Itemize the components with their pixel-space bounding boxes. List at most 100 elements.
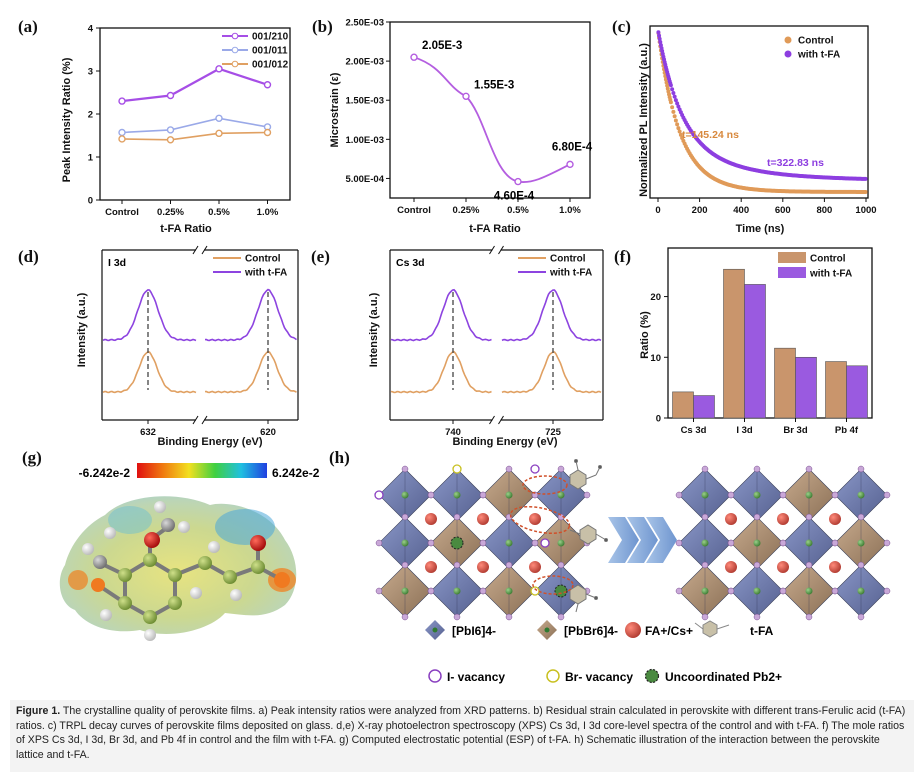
d-spectrum-tfa <box>102 288 297 342</box>
pb-atom <box>805 491 813 499</box>
halide-atom <box>805 465 813 473</box>
fa-cs-cation <box>529 513 541 525</box>
d-xtick-label: 632 <box>140 427 156 438</box>
b-data-label: 4.60E-4 <box>494 191 535 203</box>
legend-pb-uncoordinated: Uncoordinated Pb2+ <box>665 670 782 684</box>
c-legend-label: with t-FA <box>797 50 840 61</box>
fa-cs-cation <box>777 513 789 525</box>
legend-br-vacancy: Br- vacancy <box>565 670 633 684</box>
b-ytick-label: 1.50E-03 <box>345 96 384 107</box>
c-data-point <box>671 109 676 114</box>
pb-atom <box>453 491 461 499</box>
i-vacancy <box>530 464 540 474</box>
d-legend-label: Control <box>245 254 281 265</box>
i-vacancy-legend-icon <box>428 669 442 683</box>
f-bar-control <box>825 361 847 419</box>
a-point <box>263 81 272 89</box>
b-data-label: 6.80E-4 <box>552 141 593 153</box>
d-xtick-label: 620 <box>260 427 276 438</box>
legend-fa-cs: FA+/Cs+ <box>645 624 693 638</box>
c-annotation-tfa: t=322.83 ns <box>767 157 824 169</box>
panel-h-label: (h) <box>329 448 350 467</box>
b-ytick-label: 1.00E-03 <box>345 135 384 146</box>
halide-atom <box>375 587 383 595</box>
b-series-line <box>413 56 571 184</box>
b-frame <box>389 21 591 199</box>
a-legend-marker <box>231 60 239 68</box>
pb-uncoordinated <box>554 584 568 598</box>
fa-cs-cation <box>725 561 737 573</box>
panel-f-label: (f) <box>614 247 631 266</box>
fa-cs-legend-icon <box>625 622 641 638</box>
panel-d-xlabel: Binding Energy (eV) <box>157 436 262 448</box>
c-xtick-label: 400 <box>733 205 749 216</box>
halide-atom <box>753 513 761 521</box>
a-ytick-label: 1 <box>88 153 94 164</box>
e-spectrum-tfa <box>390 288 602 342</box>
c-data-point <box>673 118 678 123</box>
halide-atom <box>805 561 813 569</box>
halide-atom <box>779 587 787 595</box>
fa-cs-cation <box>425 513 437 525</box>
panel-c-label: (c) <box>612 17 631 36</box>
e-axis-break <box>498 415 504 425</box>
halide-atom <box>779 491 787 499</box>
f-bar-control <box>774 347 796 419</box>
panel-c-chart: (c) Normalized PL Intensity (a.u.) Time … <box>612 17 877 235</box>
c-data-point <box>675 122 680 127</box>
c-annotation-control: t=145.24 ns <box>682 129 739 141</box>
halide-atom <box>753 613 761 621</box>
c-data-point <box>672 114 677 119</box>
pb-atom <box>857 539 865 547</box>
halide-atom <box>675 539 683 547</box>
pb-uncoordinated <box>450 536 464 550</box>
halide-atom <box>805 513 813 521</box>
halide-atom <box>479 587 487 595</box>
fa-cs-cation <box>829 513 841 525</box>
c-data-point <box>656 30 661 35</box>
i-vacancy <box>374 490 384 500</box>
c-data-point <box>658 40 663 45</box>
c-data-point <box>668 83 673 88</box>
c-data-point <box>672 94 677 99</box>
e-axis-break <box>498 245 504 255</box>
halide-atom <box>701 561 709 569</box>
f-legend-swatch <box>778 252 806 263</box>
panel-c-xlabel: Time (ns) <box>736 223 785 235</box>
e-axis-break <box>489 415 495 425</box>
a-ytick-label: 0 <box>88 196 93 207</box>
halide-atom <box>453 613 461 621</box>
halide-atom <box>805 613 813 621</box>
figure-caption: Figure 1. The crystalline quality of per… <box>10 700 914 772</box>
b-data-label: 2.05E-3 <box>422 40 462 52</box>
halide-atom <box>831 539 839 547</box>
f-bar-tfa <box>693 395 715 419</box>
c-data-point <box>677 129 682 134</box>
panel-c-ylabel: Normalized PL Intensity (a.u.) <box>638 43 650 197</box>
legend-i-vacancy: I- vacancy <box>447 670 505 684</box>
a-point <box>166 136 175 144</box>
halide-atom <box>779 539 787 547</box>
halide-atom <box>727 587 735 595</box>
halide-atom <box>753 465 761 473</box>
e-xtick-label: 740 <box>445 427 461 438</box>
halide-atom <box>701 513 709 521</box>
panel-d-ylabel: Intensity (a.u.) <box>76 292 88 367</box>
panel-a-xlabel: t-FA Ratio <box>160 223 212 235</box>
pb-atom <box>557 539 565 547</box>
c-legend-marker <box>784 50 792 58</box>
halide-atom <box>857 561 865 569</box>
c-xtick-label: 1000 <box>855 205 876 216</box>
c-xtick-label: 800 <box>816 205 832 216</box>
c-xtick-label: 600 <box>775 205 791 216</box>
c-data-point <box>668 100 673 105</box>
a-series-line <box>121 67 268 103</box>
c-legend-marker <box>784 36 792 44</box>
c-xtick-label: 0 <box>655 205 660 216</box>
c-data-point <box>678 132 683 137</box>
b-xtick-label: 0.25% <box>453 205 480 216</box>
halide-atom <box>883 587 891 595</box>
c-data-point <box>671 91 676 96</box>
halide-atom <box>701 613 709 621</box>
c-series-points <box>656 31 868 194</box>
